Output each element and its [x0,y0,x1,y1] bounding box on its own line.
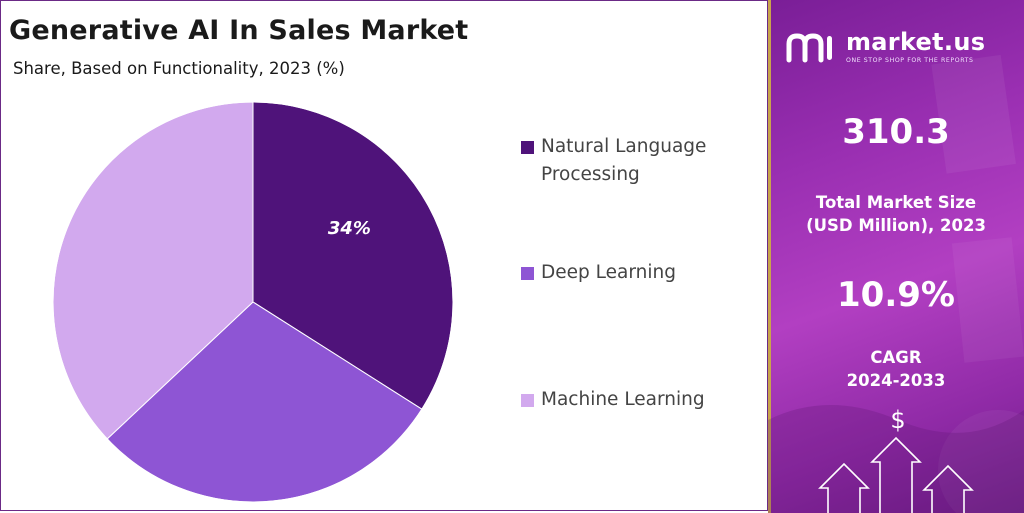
market-size-value: 310.3 [842,112,950,152]
cagr-label-line1: CAGR [870,348,922,367]
legend-label-nlp: Natural Language Processing [541,136,707,185]
chart-panel: Generative AI In Sales Market Share, Bas… [0,0,768,511]
background-decoration [768,54,1024,513]
legend-label-machine-learning: Machine Learning [541,389,705,410]
legend-swatch-nlp [521,141,534,154]
up-arrow-icon [922,464,974,513]
cagr-label-line2: 2024-2033 [846,371,946,390]
legend-item-nlp: Natural Language Processing [521,133,741,189]
legend-swatch-machine-learning [521,394,534,407]
legend-item-deep-learning: Deep Learning [521,259,741,287]
up-arrow-icon [818,462,870,513]
legend-item-machine-learning: Machine Learning [521,386,741,414]
legend-label-deep-learning: Deep Learning [541,262,676,283]
brand: market.us ONE STOP SHOP FOR THE REPORTS [786,28,1016,68]
up-arrow-icon [870,436,922,513]
pie-outline [52,101,454,503]
chart-subtitle: Share, Based on Functionality, 2023 (%) [13,59,345,78]
brand-tagline: ONE STOP SHOP FOR THE REPORTS [846,57,974,64]
market-size-label-line2: (USD Million), 2023 [806,216,986,235]
market-size-label-line1: Total Market Size [815,193,977,212]
stats-panel: market.us ONE STOP SHOP FOR THE REPORTS … [768,0,1024,513]
market-us-logo-icon [786,33,832,63]
panel-edge [768,0,771,513]
brand-name: market.us [846,28,986,56]
cagr-label: CAGR 2024-2033 [768,346,1024,392]
market-size-label: Total Market Size (USD Million), 2023 [768,191,1024,237]
legend-swatch-deep-learning [521,267,534,280]
pie-chart: 34% [52,101,454,503]
chart-title: Generative AI In Sales Market [9,15,469,46]
chart-legend: Natural Language Processing Deep Learnin… [521,133,761,433]
growth-arrows-decoration: $ [818,406,974,513]
data-label-nlp: 34% [328,218,371,239]
dollar-sign-icon: $ [890,406,905,434]
cagr-value: 10.9% [837,275,955,315]
